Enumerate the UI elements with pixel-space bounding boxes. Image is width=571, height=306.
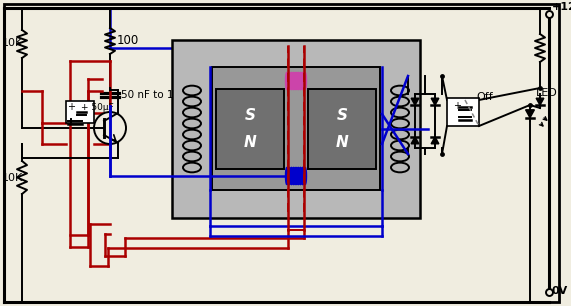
Text: Off: Off [477, 92, 493, 102]
Polygon shape [431, 137, 439, 144]
Ellipse shape [183, 141, 201, 150]
Text: 100: 100 [117, 33, 139, 47]
Ellipse shape [391, 119, 409, 128]
Ellipse shape [183, 130, 201, 139]
Bar [212, 67, 380, 190]
Ellipse shape [391, 130, 409, 139]
Ellipse shape [183, 108, 201, 117]
Text: 50 nF to 10μF: 50 nF to 10μF [121, 90, 192, 100]
Text: S: S [336, 108, 348, 123]
Ellipse shape [183, 163, 201, 172]
Ellipse shape [391, 163, 409, 172]
Ellipse shape [183, 152, 201, 161]
Ellipse shape [391, 108, 409, 117]
Polygon shape [536, 98, 544, 105]
Text: +: + [453, 101, 461, 111]
Polygon shape [411, 98, 419, 105]
Ellipse shape [183, 119, 201, 128]
Bar [66, 101, 94, 123]
Text: 10K: 10K [2, 173, 23, 183]
Text: +12V: +12V [552, 2, 571, 12]
Polygon shape [431, 98, 439, 105]
Text: LED: LED [536, 88, 558, 98]
Bar [216, 89, 284, 169]
Text: + 50μF: + 50μF [81, 103, 114, 111]
Circle shape [94, 112, 126, 144]
Text: 10K: 10K [2, 38, 23, 48]
Text: N: N [336, 135, 348, 150]
Bar [172, 40, 420, 218]
Polygon shape [525, 110, 534, 118]
Bar [447, 98, 479, 126]
Ellipse shape [183, 86, 201, 95]
Polygon shape [411, 137, 419, 144]
Text: N: N [244, 135, 256, 150]
Ellipse shape [183, 97, 201, 106]
Text: +: + [67, 102, 75, 112]
Text: S: S [244, 108, 255, 123]
Bar [308, 89, 376, 169]
Ellipse shape [391, 97, 409, 106]
Text: 0V: 0V [552, 286, 568, 296]
Ellipse shape [391, 141, 409, 150]
Ellipse shape [391, 152, 409, 161]
Ellipse shape [391, 86, 409, 95]
